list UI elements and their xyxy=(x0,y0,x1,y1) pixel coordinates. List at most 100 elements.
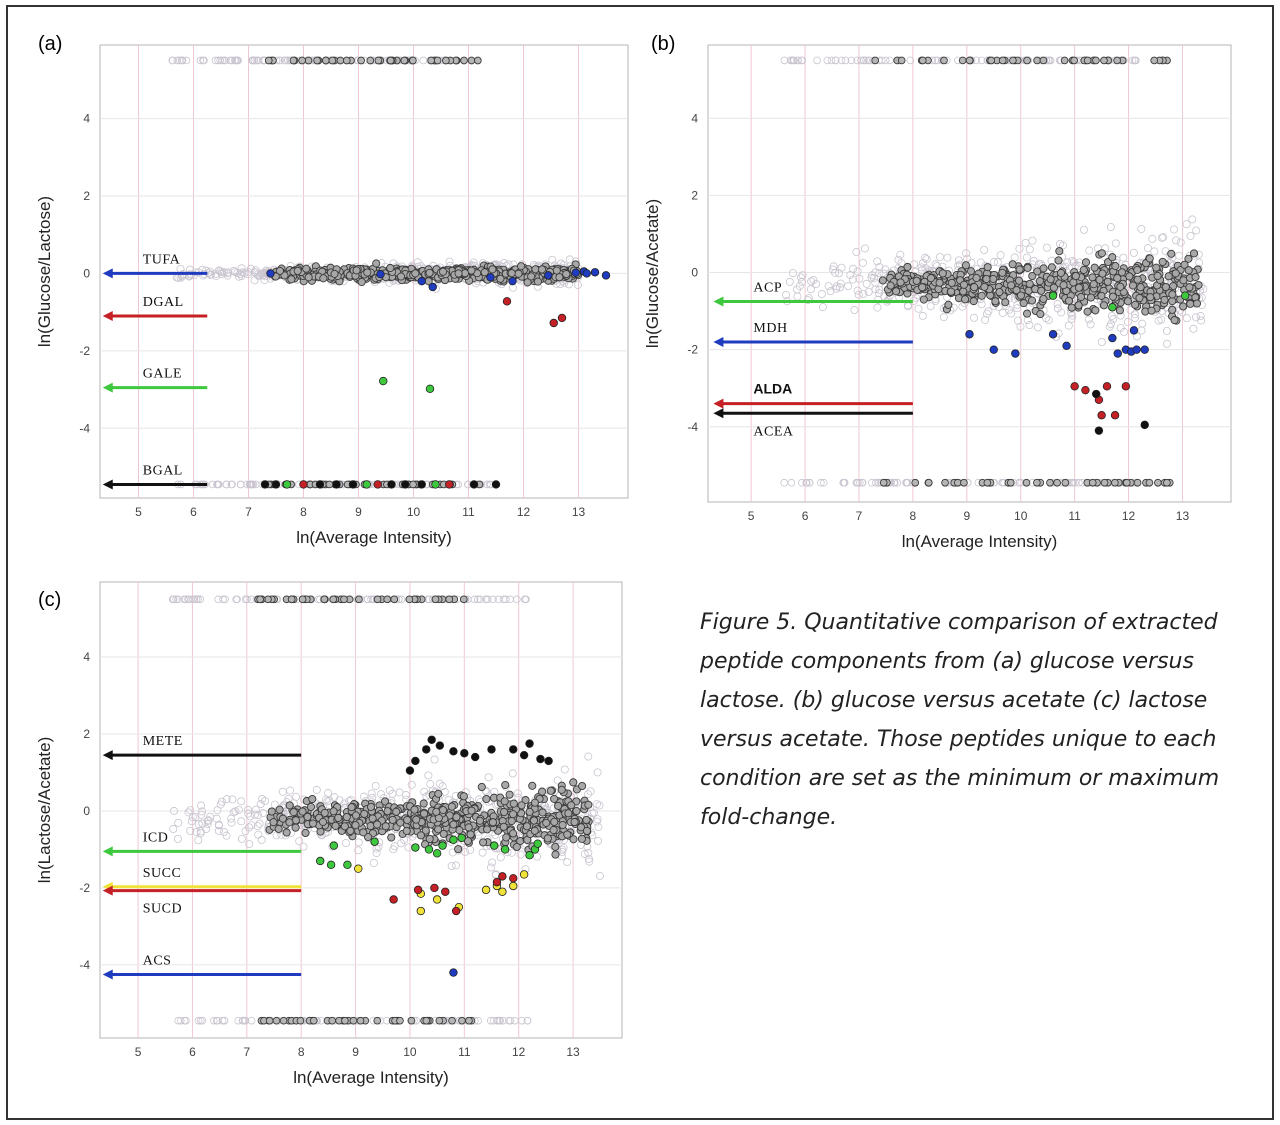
highlight-point-icd xyxy=(424,845,434,854)
scatter-point-faint xyxy=(388,789,397,798)
y-tick-label: -2 xyxy=(79,344,90,358)
scatter-point xyxy=(488,818,497,827)
scatter-point-faint xyxy=(374,843,383,852)
scatter-point xyxy=(368,814,377,823)
scatter-point-faint xyxy=(919,258,928,267)
scatter-point xyxy=(304,273,313,282)
capped-point-faint xyxy=(794,56,802,65)
scatter-point xyxy=(387,833,396,842)
capped-point xyxy=(272,1016,281,1025)
capped-point xyxy=(458,1016,466,1025)
highlight-point-icd xyxy=(500,845,510,854)
scatter-point-faint xyxy=(1068,311,1077,320)
highlight-point-succ xyxy=(354,864,363,873)
scatter-point xyxy=(421,826,430,835)
highlight-point-mdh xyxy=(1011,349,1020,358)
capped-point xyxy=(1083,56,1092,65)
capped-point-faint xyxy=(858,478,867,487)
scatter-point-faint xyxy=(496,853,505,862)
y-tick-label: -4 xyxy=(79,958,90,972)
capped-point xyxy=(313,56,321,65)
highlight-point-icd xyxy=(329,841,339,850)
capped-point-faint xyxy=(817,478,825,487)
capped-point xyxy=(356,1016,365,1025)
scatter-point xyxy=(1083,307,1092,316)
capped-point-faint xyxy=(196,595,205,604)
capped-point xyxy=(467,56,476,65)
scatter-point-faint xyxy=(864,287,873,296)
capped-point xyxy=(1092,56,1100,65)
scatter-point xyxy=(1179,302,1188,311)
panel-label: (b) xyxy=(651,33,675,55)
scatter-point xyxy=(529,816,539,825)
scatter-point-faint xyxy=(806,285,815,294)
capped-point xyxy=(998,56,1007,65)
capped-point-faint xyxy=(181,595,190,604)
scatter-point-faint xyxy=(831,268,840,277)
scatter-point-faint xyxy=(936,253,945,262)
capped-point-faint xyxy=(780,56,789,65)
scatter-point xyxy=(1008,260,1017,269)
capped-point-faint xyxy=(419,56,428,65)
capped-point xyxy=(459,595,468,604)
x-tick-label: 9 xyxy=(352,1045,359,1059)
scatter-point xyxy=(1054,256,1063,265)
scatter-point xyxy=(1133,265,1142,275)
scatter-point xyxy=(1184,254,1193,263)
capped-point-faint xyxy=(857,56,865,65)
highlight-point-sucd xyxy=(441,887,450,896)
highlight-point-bgal xyxy=(491,480,501,489)
x-tick-label: 7 xyxy=(243,1045,250,1059)
capped-point xyxy=(373,595,382,604)
scatter-point xyxy=(502,833,511,842)
scatter-point xyxy=(346,826,355,835)
scatter-point-faint xyxy=(844,282,853,291)
scatter-point-faint xyxy=(584,752,593,761)
capped-point-faint xyxy=(481,595,490,604)
scatter-point xyxy=(525,807,534,816)
highlight-point-sucd xyxy=(498,872,507,881)
scatter-point-faint xyxy=(586,787,595,796)
capped-point-faint xyxy=(789,56,798,65)
scatter-point xyxy=(366,821,375,831)
scatter-point-faint xyxy=(584,854,593,863)
scatter-point xyxy=(403,815,412,825)
scatter-point-faint xyxy=(854,290,863,299)
capped-point xyxy=(355,595,363,604)
x-axis-label: ln(Average Intensity) xyxy=(296,528,452,547)
scatter-point xyxy=(572,806,581,816)
highlight-point-icd xyxy=(316,856,325,866)
scatter-point-faint xyxy=(246,812,255,821)
capped-point-faint xyxy=(802,478,810,487)
scatter-point xyxy=(1164,272,1173,281)
scatter-point-faint xyxy=(169,825,178,834)
points-layer: TUFA DGAL GALE BGAL xyxy=(102,56,611,490)
capped-point-faint xyxy=(184,595,192,604)
scatter-point-faint xyxy=(197,810,206,819)
scatter-point-faint xyxy=(875,263,884,272)
scatter-point xyxy=(1145,254,1154,263)
capped-point-faint xyxy=(222,480,231,489)
scatter-point-faint xyxy=(796,273,805,282)
capped-point xyxy=(1122,478,1131,487)
scatter-point-faint xyxy=(255,819,264,828)
scatter-point xyxy=(347,803,356,812)
capped-point-faint xyxy=(831,56,840,65)
highlight-point-gale xyxy=(425,384,435,394)
capped-point-faint xyxy=(238,1016,247,1025)
scatter-point-faint xyxy=(1130,314,1139,323)
scatter-point-faint xyxy=(875,269,884,278)
scatter-point xyxy=(1146,293,1155,302)
highlight-point-tufa xyxy=(266,269,275,278)
capped-point-faint xyxy=(1015,478,1023,487)
capped-point-faint xyxy=(881,56,890,65)
scatter-point-faint xyxy=(584,848,593,857)
scatter-point-faint xyxy=(1137,224,1146,233)
arrow-head-acp xyxy=(713,296,724,307)
scatter-point-faint xyxy=(871,285,880,294)
capped-point-faint xyxy=(210,1016,218,1025)
scatter-point xyxy=(1170,316,1179,325)
highlight-point-mdh xyxy=(1129,326,1139,335)
scatter-point xyxy=(1179,276,1188,285)
scatter-point-faint xyxy=(896,250,905,259)
